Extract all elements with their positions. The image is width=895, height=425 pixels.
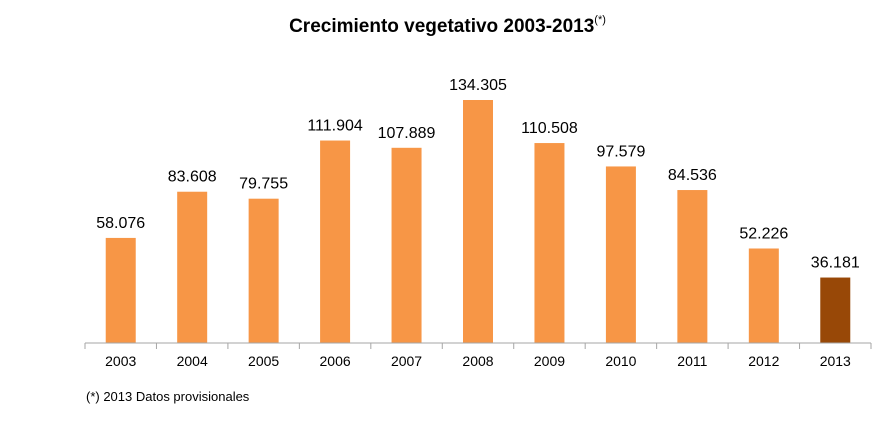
x-tick-label-2007: 2007 (391, 353, 422, 369)
bar-2008 (463, 100, 493, 343)
x-tick-label-2012: 2012 (748, 353, 779, 369)
x-tick-label-2008: 2008 (462, 353, 493, 369)
bar-2003 (105, 237, 136, 343)
bar-2011 (677, 190, 708, 343)
data-label-2008: 134.305 (449, 77, 507, 94)
data-label-2013: 36.181 (811, 255, 860, 272)
data-label-2010: 97.579 (596, 143, 645, 160)
x-tick-label-2003: 2003 (105, 353, 136, 369)
bar-2007 (391, 147, 422, 343)
bar-2010 (605, 166, 636, 343)
data-label-2006: 111.904 (307, 118, 363, 135)
x-tick-label-2006: 2006 (320, 353, 351, 369)
x-tick-label-2013: 2013 (820, 353, 851, 369)
x-tick-label-2009: 2009 (534, 353, 565, 369)
chart-title-text: Crecimiento vegetativo 2003-2013 (289, 16, 595, 37)
x-tick-label-2010: 2010 (605, 353, 636, 369)
bar-2006 (320, 140, 351, 343)
data-label-2011: 84.536 (668, 167, 717, 184)
x-tick-label-2011: 2011 (677, 353, 707, 369)
bar-2009 (534, 143, 565, 343)
data-label-2003: 58.076 (96, 215, 145, 232)
bar-2013 (820, 277, 851, 343)
data-label-2009: 110.508 (521, 120, 578, 137)
data-label-2004: 83.608 (168, 169, 217, 186)
data-label-2007: 107.889 (378, 125, 436, 142)
bar-2012 (748, 248, 779, 343)
x-tick-label-2004: 2004 (177, 353, 208, 369)
bar-2004 (177, 191, 208, 343)
data-label-2005: 79.755 (239, 176, 288, 193)
x-tick-label-2005: 2005 (248, 353, 279, 369)
footnote: (*) 2013 Datos provisionales (86, 389, 250, 404)
bar-2005 (248, 198, 279, 343)
chart-title: Crecimiento vegetativo 2003-2013(*) (0, 14, 895, 38)
data-label-2012: 52.226 (739, 226, 788, 243)
chart-title-superscript: (*) (594, 14, 606, 26)
